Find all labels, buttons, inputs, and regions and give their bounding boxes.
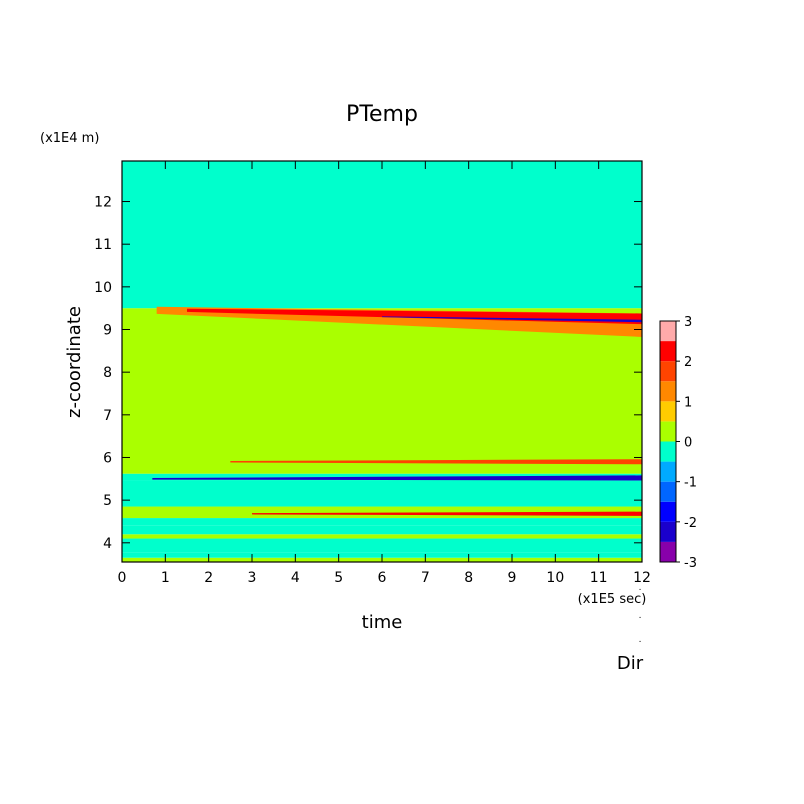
y-axis: 4 5 6 7 8 9 10 11 12 (94, 195, 642, 552)
colorbar-swatch (660, 361, 676, 382)
bands-layer (122, 161, 642, 562)
dir-marker-top: . (639, 583, 642, 593)
y-tick-label: 10 (94, 280, 112, 296)
heat-band-10 (122, 161, 642, 309)
x-tick-label: 3 (248, 570, 257, 586)
colorbar-swatch (660, 461, 676, 482)
x-tick-label: 9 (508, 570, 517, 586)
heat-band-7 (122, 480, 642, 507)
y-tick-label: 5 (103, 493, 112, 509)
colorbar-swatch (660, 501, 676, 522)
heat-feature-1 (187, 308, 642, 325)
colorbar-swatch (660, 541, 676, 562)
x-tick-label: 4 (291, 570, 300, 586)
heat-band-3 (122, 534, 642, 539)
x-tick-label: 11 (590, 570, 608, 586)
dir-marker-low: . (639, 635, 642, 645)
x-tick-label: 8 (464, 570, 473, 586)
y-tick-label: 7 (103, 408, 112, 424)
colorbar-tick-label: -2 (684, 516, 697, 531)
x-tick-label: 12 (633, 570, 651, 586)
heat-band-9 (122, 308, 642, 474)
x-axis-label: time (362, 612, 403, 633)
y-tick-label: 4 (103, 536, 112, 552)
colorbar-tick-label: 0 (684, 436, 692, 451)
colorbar-swatch (660, 441, 676, 462)
y-scale-label: (x1E4 m) (40, 131, 99, 146)
plot-area (122, 161, 642, 562)
y-tick-label: 8 (103, 365, 112, 381)
x-tick-label: 6 (378, 570, 387, 586)
dir-marker-mid: . (639, 611, 642, 621)
x-scale-label: (x1E5 sec) (578, 592, 647, 607)
x-tick-label: 7 (421, 570, 430, 586)
y-tick-label: 12 (94, 195, 112, 211)
heat-feature-4 (230, 459, 642, 465)
colorbar-swatch (660, 381, 676, 402)
colorbar-tick-label: 1 (684, 395, 692, 410)
colorbar-tick-label: -1 (684, 476, 697, 491)
y-tick-label: 6 (103, 450, 112, 466)
heat-band-5 (122, 518, 642, 526)
heat-band-6 (122, 506, 642, 519)
colorbar-tick-label: -3 (684, 556, 697, 571)
heat-feature-3 (152, 475, 642, 481)
colorbar-swatch (660, 421, 676, 442)
x-tick-label: 5 (334, 570, 343, 586)
colorbar-swatch (660, 321, 676, 342)
y-tick-label: 9 (103, 323, 112, 339)
y-tick-label: 11 (94, 237, 112, 253)
heat-feature-2 (382, 316, 642, 323)
colorbar-swatch (660, 401, 676, 422)
colorbar-swatch (660, 341, 676, 362)
colorbar-swatch (660, 521, 676, 542)
colorbar: 3 2 1 0 -1 -2 -3 (659, 315, 697, 571)
dir-label: Dir (617, 653, 644, 674)
x-tick-label: 10 (546, 570, 564, 586)
y-axis-label: z-coordinate (64, 306, 85, 418)
heat-band-2 (122, 538, 642, 553)
colorbar-tick-label: 3 (684, 315, 692, 330)
x-tick-label: 0 (118, 570, 127, 586)
chart-title: PTemp (346, 102, 418, 127)
colorbar-swatch (660, 481, 676, 502)
x-tick-label: 1 (161, 570, 170, 586)
heat-band-4 (122, 525, 642, 535)
features-layer (152, 306, 642, 516)
heat-feature-5 (252, 511, 642, 516)
colorbar-tick-label: 2 (684, 355, 692, 370)
x-tick-label: 2 (204, 570, 213, 586)
x-axis: 0 1 2 3 4 5 6 7 8 9 10 11 12 (118, 161, 651, 586)
